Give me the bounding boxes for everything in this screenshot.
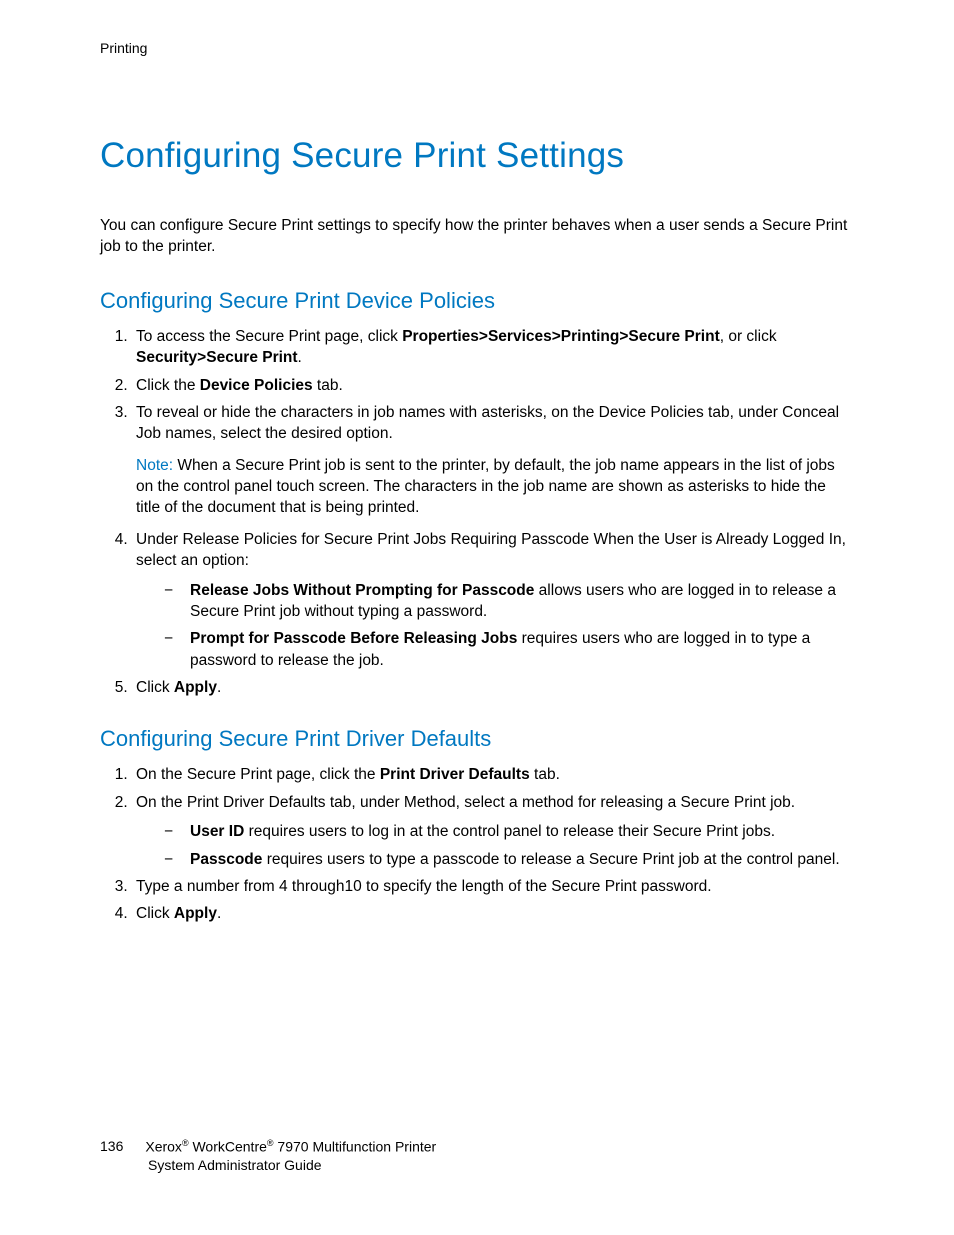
text: . bbox=[217, 905, 221, 922]
bold: User ID bbox=[190, 823, 244, 840]
section2-steps: On the Secure Print page, click the Prin… bbox=[100, 764, 854, 924]
sep: > bbox=[197, 349, 206, 366]
bold: Services bbox=[488, 328, 552, 345]
bold: Passcode bbox=[190, 851, 262, 868]
section1-heading: Configuring Secure Print Device Policies bbox=[100, 288, 854, 314]
bold: Release Jobs Without Prompting for Passc… bbox=[190, 582, 534, 599]
text: Under Release Policies for Secure Print … bbox=[136, 531, 846, 569]
footer-brand2: WorkCentre bbox=[189, 1138, 267, 1154]
text: To access the Secure Print page, click bbox=[136, 328, 402, 345]
text: To reveal or hide the characters in job … bbox=[136, 404, 839, 442]
text: On the Print Driver Defaults tab, under … bbox=[136, 794, 795, 811]
section1-step1: To access the Secure Print page, click P… bbox=[132, 326, 854, 369]
section2-step3: Type a number from 4 through10 to specif… bbox=[132, 876, 854, 897]
bold: Prompt for Passcode Before Releasing Job… bbox=[190, 630, 517, 647]
section2-step2-sublist: User ID requires users to log in at the … bbox=[136, 821, 854, 870]
sep: > bbox=[479, 328, 488, 345]
bold: Security bbox=[136, 349, 197, 366]
bold: Device Policies bbox=[200, 377, 313, 394]
section2-step1: On the Secure Print page, click the Prin… bbox=[132, 764, 854, 785]
section1-steps: To access the Secure Print page, click P… bbox=[100, 326, 854, 699]
section1-step5: Click Apply. bbox=[132, 677, 854, 698]
footer-line2: System Administrator Guide bbox=[148, 1156, 322, 1175]
sep: > bbox=[552, 328, 561, 345]
footer-product: 7970 Multifunction Printer bbox=[274, 1138, 437, 1154]
bold: Properties bbox=[402, 328, 479, 345]
bullet: Release Jobs Without Prompting for Passc… bbox=[164, 580, 854, 623]
text: requires users to type a passcode to rel… bbox=[262, 851, 839, 868]
bullet: User ID requires users to log in at the … bbox=[164, 821, 854, 842]
footer: 136Xerox® WorkCentre® 7970 Multifunction… bbox=[100, 1137, 436, 1175]
section2-heading: Configuring Secure Print Driver Defaults bbox=[100, 726, 854, 752]
bold: Apply bbox=[174, 679, 217, 696]
section1-step4-sublist: Release Jobs Without Prompting for Passc… bbox=[136, 580, 854, 672]
bold: Secure Print bbox=[628, 328, 719, 345]
bullet: Prompt for Passcode Before Releasing Job… bbox=[164, 628, 854, 671]
section1-step3: To reveal or hide the characters in job … bbox=[132, 402, 854, 519]
section1-step2: Click the Device Policies tab. bbox=[132, 375, 854, 396]
text: . bbox=[217, 679, 221, 696]
text: Click the bbox=[136, 377, 200, 394]
footer-brand1: Xerox bbox=[145, 1138, 182, 1154]
section2-step4: Click Apply. bbox=[132, 903, 854, 924]
section2-step2: On the Print Driver Defaults tab, under … bbox=[132, 792, 854, 870]
bold: Printing bbox=[561, 328, 620, 345]
header-section-label: Printing bbox=[100, 40, 854, 56]
page-number: 136 bbox=[100, 1137, 123, 1156]
text: Type a number from 4 through10 to specif… bbox=[136, 878, 712, 895]
note-label: Note: bbox=[136, 457, 173, 474]
text: , or click bbox=[720, 328, 777, 345]
bold: Apply bbox=[174, 905, 217, 922]
text: Click bbox=[136, 905, 174, 922]
bold: Print Driver Defaults bbox=[380, 766, 530, 783]
text: tab. bbox=[313, 377, 343, 394]
text: On the Secure Print page, click the bbox=[136, 766, 380, 783]
reg-mark: ® bbox=[182, 1138, 189, 1148]
intro-text: You can configure Secure Print settings … bbox=[100, 216, 854, 258]
text: Click bbox=[136, 679, 174, 696]
bullet: Passcode requires users to type a passco… bbox=[164, 849, 854, 870]
text: tab. bbox=[530, 766, 560, 783]
section1-step4: Under Release Policies for Secure Print … bbox=[132, 529, 854, 671]
text: . bbox=[298, 349, 302, 366]
note-block: Note: When a Secure Print job is sent to… bbox=[136, 455, 854, 519]
bold: Secure Print bbox=[206, 349, 297, 366]
page-title: Configuring Secure Print Settings bbox=[100, 136, 854, 176]
reg-mark: ® bbox=[267, 1138, 274, 1148]
note-text: When a Secure Print job is sent to the p… bbox=[136, 457, 835, 517]
text: requires users to log in at the control … bbox=[244, 823, 775, 840]
